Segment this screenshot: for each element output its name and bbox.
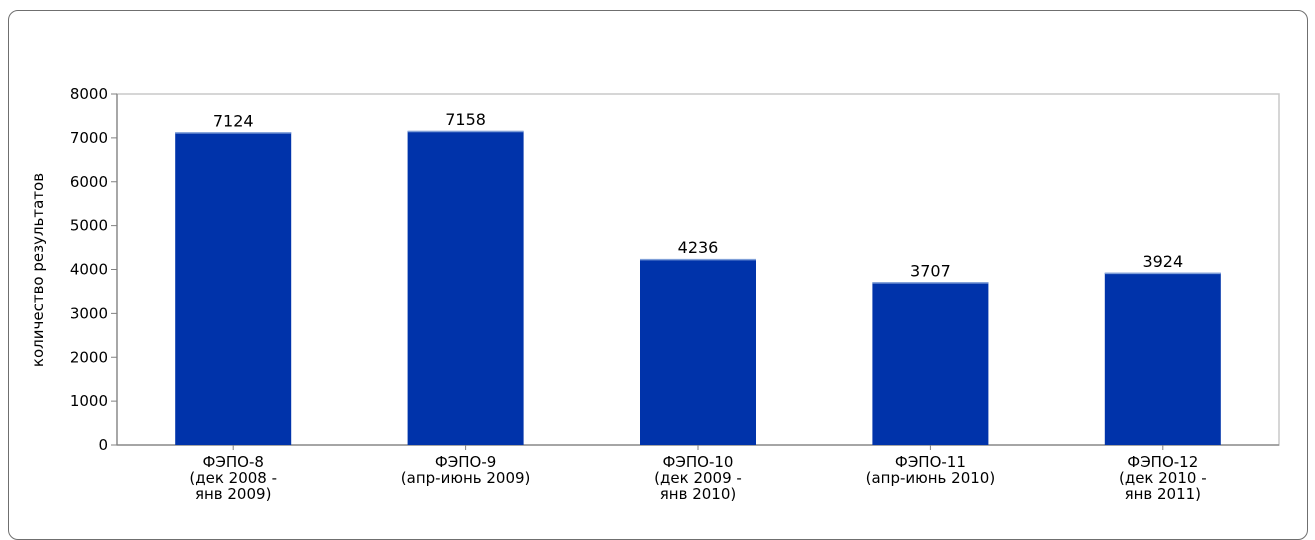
x-tick-label-line: (дек 2009 - [654,469,742,487]
bar [640,259,756,445]
x-tick-label-line: ФЭПО-10 [663,453,734,471]
bar [1104,272,1221,445]
bar-chart: количество результатов 0 1000 2000 3000 4000… [29,85,1280,503]
y-tick-label: 4000 [70,261,108,279]
y-tick-label: 0 [98,436,108,454]
data-label: 3924 [1142,252,1183,271]
y-tick-label: 7000 [70,129,108,147]
data-label: 7158 [445,110,486,129]
y-axis-label: количество результатов [29,173,47,367]
x-tick-label: ФЭПО-11 (апр-июнь 2010) [866,453,996,487]
x-tick-label: ФЭПО-9 (апр-июнь 2009) [401,453,531,487]
x-tick-label-line: ФЭПО-9 [435,453,496,471]
x-tick-label: ФЭПО-8 (дек 2008 -янв 2009) [189,453,277,503]
x-tick-label-line: ФЭПО-12 [1127,453,1198,471]
x-tick-label-line: ФЭПО-11 [895,453,966,471]
x-tick-label-line: (дек 2010 - [1119,469,1207,487]
bar [872,282,989,445]
y-tick-label: 5000 [70,217,108,235]
x-tick-label: ФЭПО-10 (дек 2009 -янв 2010) [654,453,742,503]
x-tick-label-line: янв 2010) [660,485,736,503]
x-tick-label-line: ФЭПО-8 [202,453,263,471]
x-tick-label-line: (апр-июнь 2009) [401,469,531,487]
data-label: 3707 [910,261,951,280]
data-label: 4236 [678,238,719,257]
y-tick-label: 1000 [70,392,108,410]
bar [407,130,524,445]
bar [175,132,292,445]
x-tick-label-line: (дек 2008 - [189,469,277,487]
x-tick-label-line: янв 2009) [195,485,271,503]
y-tick-label: 6000 [70,173,108,191]
y-tick-label: 2000 [70,348,108,366]
x-tick-label-line: (апр-июнь 2010) [866,469,996,487]
y-tick-label: 8000 [70,85,108,103]
x-tick-label-line: янв 2011) [1125,485,1201,503]
y-tick-label: 3000 [70,304,108,322]
data-label: 7124 [213,111,254,130]
x-tick-label: ФЭПО-12 (дек 2010 -янв 2011) [1119,453,1207,503]
